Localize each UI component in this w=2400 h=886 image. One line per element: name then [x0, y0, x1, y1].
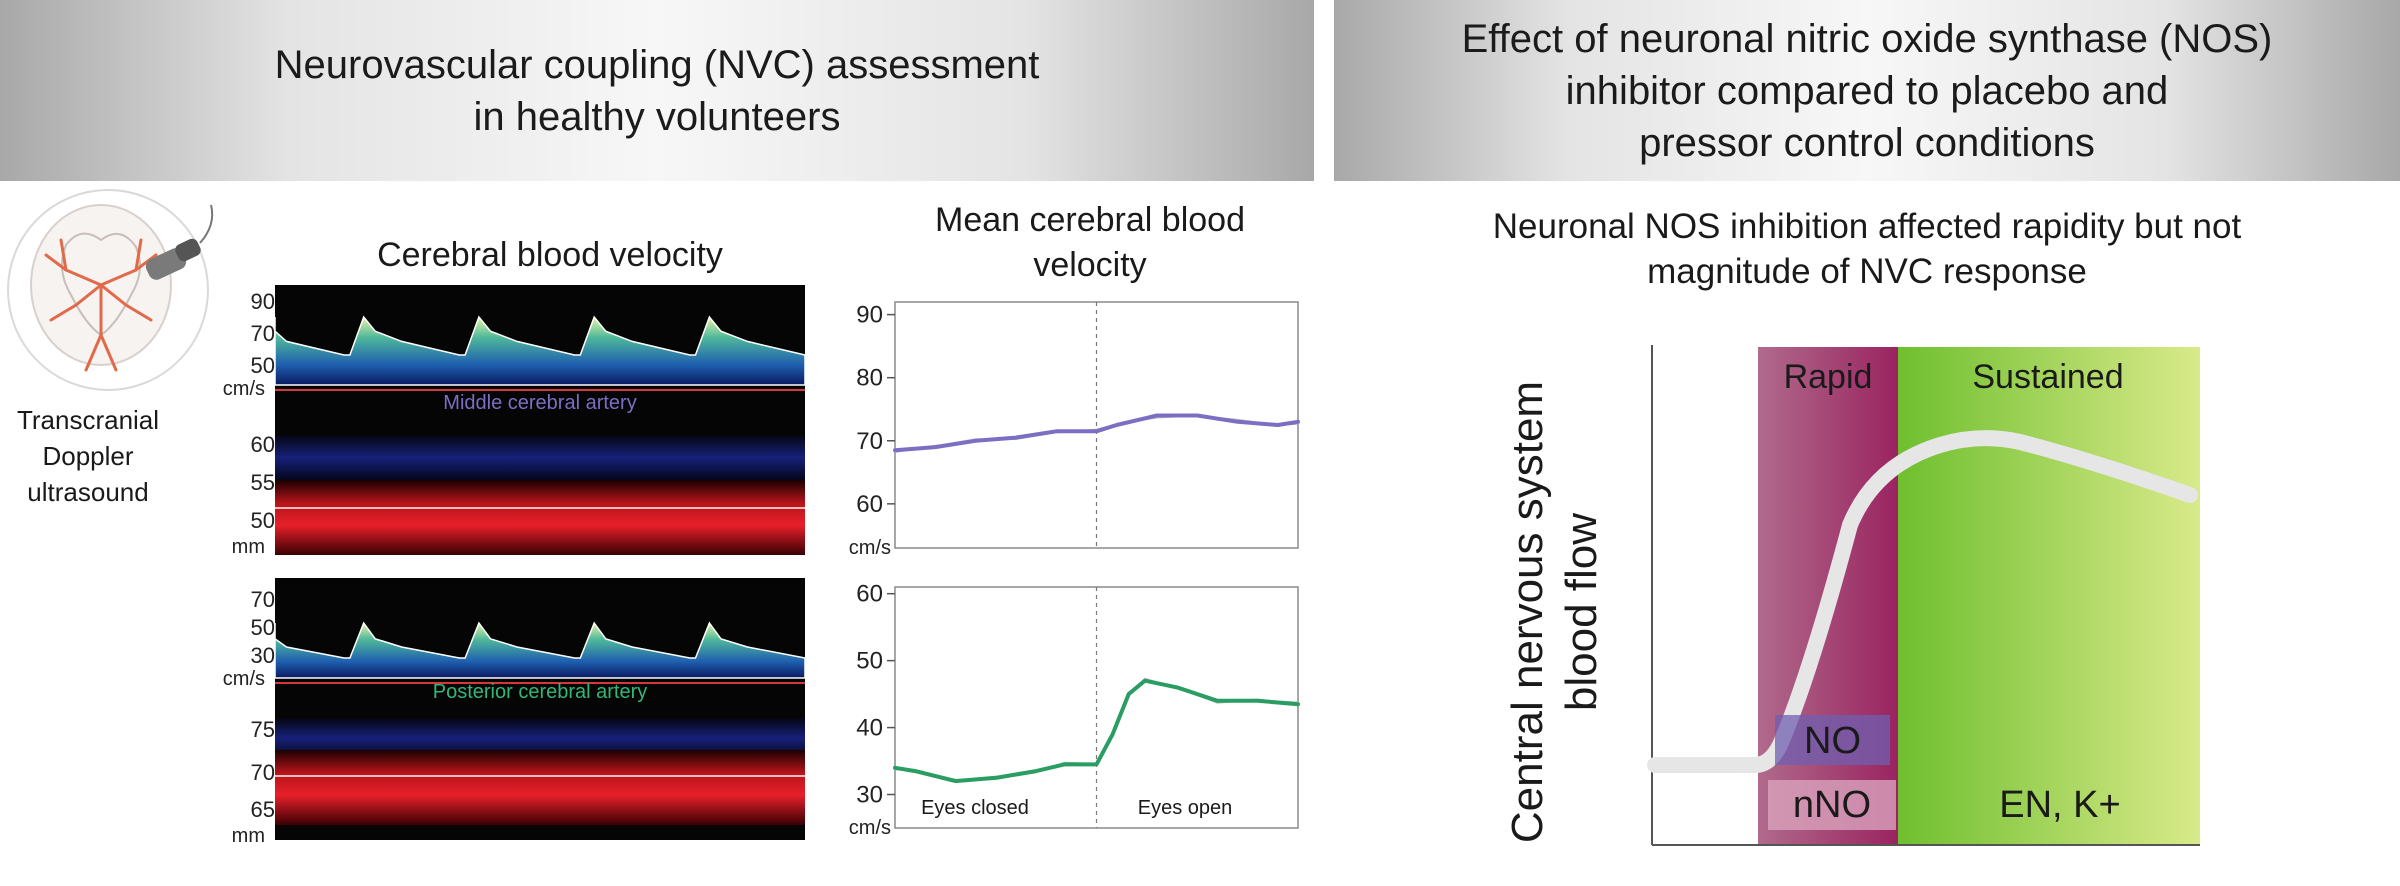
pca-depth-unit: mm [231, 825, 265, 847]
sustained-region [1898, 347, 2200, 844]
mca-depth-tick-2: 50 [250, 508, 275, 533]
mca-mean-chart: 60 70 80 90 cm/s [849, 301, 1300, 559]
pca-mean-line-0 [893, 678, 1300, 784]
mca-ytick-label-2: 80 [856, 365, 883, 392]
brain-doppler-icon [7, 189, 214, 391]
eyes-open-label: Eyes open [1137, 797, 1233, 819]
mca-depth-tick-0: 60 [250, 432, 275, 457]
nos-subtitle-line2: magnitude of NVC response [1647, 252, 2087, 291]
mca-label: Middle cerebral artery [443, 392, 637, 414]
mca-ytick-label-1: 70 [856, 428, 883, 455]
pca-ytick-label-0: 30 [856, 782, 883, 809]
pca-ylabel: cm/s [849, 817, 891, 839]
left-banner-line1: Neurovascular coupling (NVC) assessment [274, 42, 1040, 87]
mca-ylabel: cm/s [849, 537, 891, 559]
mca-vel-tick-1: 70 [250, 321, 275, 346]
en-k-label: EN, K+ [1999, 784, 2121, 826]
mca-ytick-label-0: 60 [856, 491, 883, 518]
mean-title: Mean cerebral blood velocity [840, 198, 1340, 288]
nos-flow-diagram [1647, 345, 2200, 846]
pca-vel-tick-1: 50 [250, 615, 275, 640]
no-box [1775, 715, 1890, 765]
pca-doppler-spectrogram [274, 578, 806, 840]
doppler-label: Transcranial Doppler ultrasound [8, 402, 168, 510]
sustained-label: Sustained [1972, 358, 2124, 396]
nos-ylabel-line1: Central nervous system [1503, 380, 1552, 844]
mca-vel-tick-0: 90 [250, 289, 275, 314]
right-banner-line2: inhibitor compared to placebo and [1565, 68, 2169, 113]
mca-depth-unit: mm [231, 536, 265, 558]
nos-subtitle: Neuronal NOS inhibition affected rapidit… [1334, 204, 2400, 294]
pca-vel-tick-0: 70 [250, 587, 275, 612]
doppler-label-line3: ultrasound [27, 477, 149, 507]
pca-vel-unit: cm/s [222, 668, 265, 690]
mca-ytick-label-3: 90 [856, 302, 883, 329]
pca-ytick-label-1: 40 [856, 715, 883, 742]
mean-title-line2: velocity [1033, 246, 1147, 284]
mca-vel-unit: cm/s [222, 378, 265, 400]
pca-ytick-label-3: 60 [856, 581, 883, 608]
right-banner-line1: Effect of neuronal nitric oxide synthase… [1461, 16, 2273, 61]
pca-mean-chart: 30 40 50 60 cm/s [849, 581, 1300, 839]
pca-depth-tick-2: 65 [250, 797, 275, 822]
pca-vel-tick-2: 30 [250, 643, 275, 668]
doppler-label-line1: Transcranial [16, 405, 160, 435]
rapid-label: Rapid [1783, 358, 1873, 396]
mca-doppler-spectrogram [274, 285, 806, 555]
right-banner-line3: pressor control conditions [1639, 120, 2095, 165]
pca-depth-tick-0: 75 [250, 717, 275, 742]
pca-ytick-label-2: 50 [856, 648, 883, 675]
mca-vel-tick-2: 50 [250, 353, 275, 378]
cbv-title: Cerebral blood velocity [377, 236, 723, 274]
no-label: NO [1804, 720, 1861, 762]
pca-depth-tick-1: 70 [250, 760, 275, 785]
pca-label: Posterior cerebral artery [432, 681, 648, 703]
nos-ylabel-line2: blood flow [1557, 512, 1606, 712]
right-banner: Effect of neuronal nitric oxide synthase… [1334, 0, 2400, 181]
eyes-closed-label: Eyes closed [921, 797, 1029, 819]
left-banner-line2: in healthy volunteers [473, 94, 841, 139]
nno-label: nNO [1792, 784, 1872, 826]
doppler-label-line2: Doppler [42, 441, 134, 471]
nno-box [1768, 780, 1896, 830]
mca-mean-line-0 [893, 413, 1300, 453]
mean-title-line1: Mean cerebral blood [935, 201, 1245, 239]
nos-ylabel: Central nervous system blood flow [1501, 352, 1609, 872]
left-banner: Neurovascular coupling (NVC) assessment … [0, 0, 1314, 181]
mca-depth-tick-1: 55 [250, 470, 275, 495]
nos-subtitle-line1: Neuronal NOS inhibition affected rapidit… [1492, 207, 2242, 246]
